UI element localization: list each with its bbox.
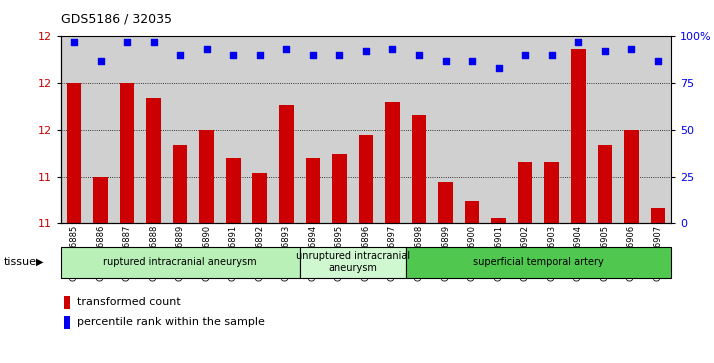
Bar — [253, 173, 267, 223]
Bar — [571, 49, 585, 223]
Point — [466, 58, 478, 64]
Point — [69, 39, 80, 45]
Point — [599, 48, 610, 54]
Bar — [518, 162, 533, 223]
Bar — [173, 145, 188, 223]
Text: GDS5186 / 32035: GDS5186 / 32035 — [61, 13, 171, 26]
Bar — [598, 145, 612, 223]
Point — [625, 46, 637, 52]
Bar — [624, 130, 638, 223]
Point — [440, 58, 451, 64]
Text: ▶: ▶ — [36, 257, 44, 267]
Bar — [465, 201, 479, 223]
Bar — [544, 162, 559, 223]
Point — [121, 39, 133, 45]
Text: tissue: tissue — [4, 257, 36, 267]
Point — [333, 52, 345, 58]
Point — [174, 52, 186, 58]
Bar — [406, 247, 671, 278]
Bar — [491, 218, 506, 223]
Bar — [412, 115, 426, 223]
Point — [95, 58, 106, 64]
Point — [281, 46, 292, 52]
Point — [546, 52, 558, 58]
Bar — [306, 158, 320, 223]
Bar — [300, 247, 406, 278]
Bar — [358, 135, 373, 223]
Point — [520, 52, 531, 58]
Point — [307, 52, 318, 58]
Point — [652, 58, 663, 64]
Bar — [146, 98, 161, 223]
Point — [148, 39, 159, 45]
Point — [493, 65, 504, 71]
Point — [360, 48, 371, 54]
Bar — [120, 83, 134, 223]
Bar — [199, 130, 214, 223]
Text: ruptured intracranial aneurysm: ruptured intracranial aneurysm — [104, 257, 257, 267]
Bar — [66, 83, 81, 223]
Bar — [385, 102, 400, 223]
Point — [228, 52, 239, 58]
Bar — [226, 158, 241, 223]
Bar — [438, 182, 453, 223]
Bar — [279, 106, 293, 223]
Bar — [94, 176, 108, 223]
Bar — [332, 154, 347, 223]
Bar — [650, 208, 665, 223]
Point — [201, 46, 212, 52]
Bar — [61, 247, 300, 278]
Point — [573, 39, 584, 45]
Text: unruptured intracranial
aneurysm: unruptured intracranial aneurysm — [296, 252, 410, 273]
Point — [254, 52, 266, 58]
Point — [387, 46, 398, 52]
Text: percentile rank within the sample: percentile rank within the sample — [77, 317, 265, 327]
Text: superficial temporal artery: superficial temporal artery — [473, 257, 604, 267]
Point — [413, 52, 425, 58]
Text: transformed count: transformed count — [77, 297, 181, 307]
